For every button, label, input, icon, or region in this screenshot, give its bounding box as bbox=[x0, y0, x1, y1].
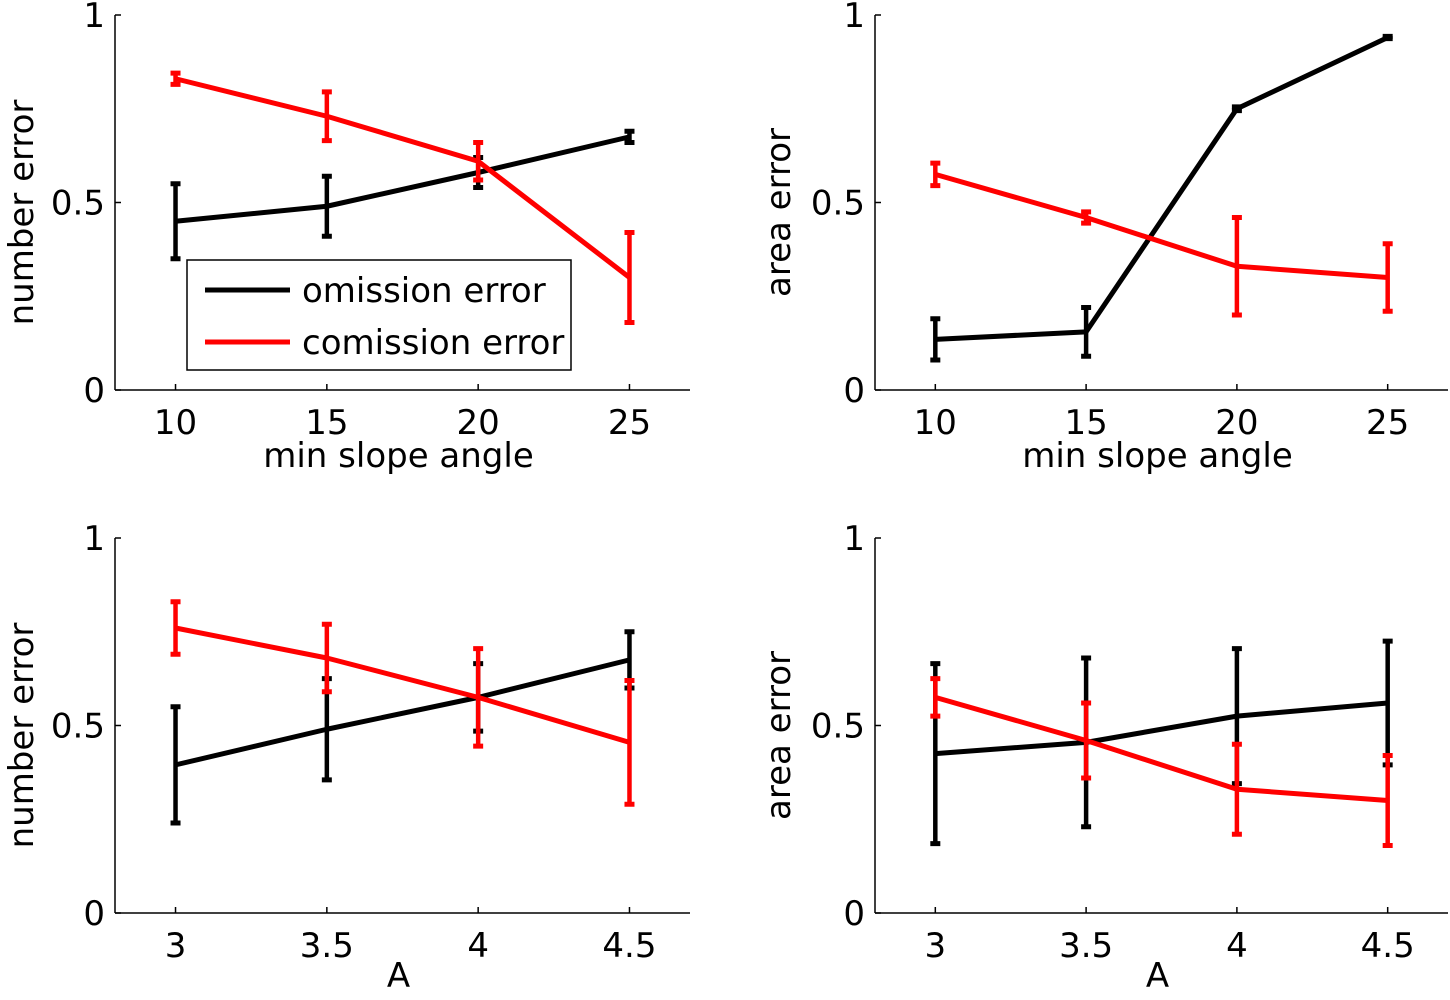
legend-label: omission error bbox=[302, 271, 546, 311]
series-omission-error bbox=[930, 33, 1393, 363]
x-tick-label: 4.5 bbox=[1361, 926, 1415, 966]
x-tick-label: 4 bbox=[1226, 926, 1248, 966]
x-tick-label: 20 bbox=[457, 403, 500, 443]
y-tick-label: 0.5 bbox=[811, 184, 865, 224]
x-tick-label: 10 bbox=[914, 403, 957, 443]
y-axis-label: area error bbox=[759, 651, 799, 820]
x-tick-label: 3.5 bbox=[1059, 926, 1113, 966]
y-tick-label: 1 bbox=[843, 519, 865, 559]
legend-label: comission error bbox=[302, 323, 564, 363]
y-tick-label: 1 bbox=[83, 519, 105, 559]
x-axis-label: A bbox=[387, 956, 410, 996]
x-tick-label: 3 bbox=[924, 926, 946, 966]
x-tick-label: 3 bbox=[165, 926, 187, 966]
y-axis-label: area error bbox=[759, 128, 799, 297]
y-tick-label: 0 bbox=[843, 371, 865, 411]
series-line bbox=[935, 35, 1389, 342]
series-line bbox=[934, 171, 1388, 280]
x-tick-label: 10 bbox=[154, 403, 197, 443]
y-tick-label: 0.5 bbox=[51, 184, 105, 224]
y-tick-label: 0.5 bbox=[51, 707, 105, 747]
series-comission-error bbox=[170, 70, 635, 325]
x-tick-label: 25 bbox=[608, 403, 651, 443]
series-omission-error bbox=[170, 629, 635, 826]
series-line bbox=[174, 76, 631, 280]
x-tick-label: 15 bbox=[1064, 403, 1107, 443]
chart-panel-top-right: 0 0.5 1 10 15 20 25 min slope angle area error bbox=[759, 0, 1448, 476]
series-line bbox=[935, 700, 1388, 757]
x-axis-label: min slope angle bbox=[263, 436, 534, 476]
y-axis-label: number error bbox=[2, 100, 42, 326]
series-comission-error bbox=[170, 599, 635, 807]
series-comission-error bbox=[930, 160, 1393, 318]
y-tick-label: 1 bbox=[843, 0, 865, 36]
y-tick-label: 0 bbox=[83, 371, 105, 411]
series-omission-error bbox=[170, 128, 635, 262]
y-tick-label: 0 bbox=[843, 894, 865, 934]
x-axis-label: min slope angle bbox=[1022, 436, 1293, 476]
y-tick-label: 0 bbox=[83, 894, 105, 934]
x-tick-label: 4.5 bbox=[602, 926, 656, 966]
y-axis-label: number error bbox=[2, 623, 42, 849]
series-line bbox=[934, 694, 1388, 803]
y-tick-label: 1 bbox=[83, 0, 105, 36]
x-tick-label: 3.5 bbox=[300, 926, 354, 966]
series-omission-error bbox=[930, 638, 1393, 847]
series-comission-error bbox=[930, 676, 1393, 848]
x-tick-label: 20 bbox=[1215, 403, 1258, 443]
x-tick-label: 4 bbox=[467, 926, 489, 966]
series-line bbox=[175, 134, 631, 224]
legend-box bbox=[186, 259, 572, 371]
series-line bbox=[175, 625, 631, 745]
series-line bbox=[174, 657, 631, 768]
legend: omission error comission error bbox=[186, 259, 572, 371]
y-tick-label: 0.5 bbox=[811, 707, 865, 747]
x-tick-label: 15 bbox=[305, 403, 348, 443]
x-tick-label: 25 bbox=[1366, 403, 1409, 443]
x-axis-label: A bbox=[1146, 956, 1169, 996]
chart-panel-top-left: 0 0.5 1 10 15 20 25 min slope angle number error… bbox=[2, 0, 690, 476]
